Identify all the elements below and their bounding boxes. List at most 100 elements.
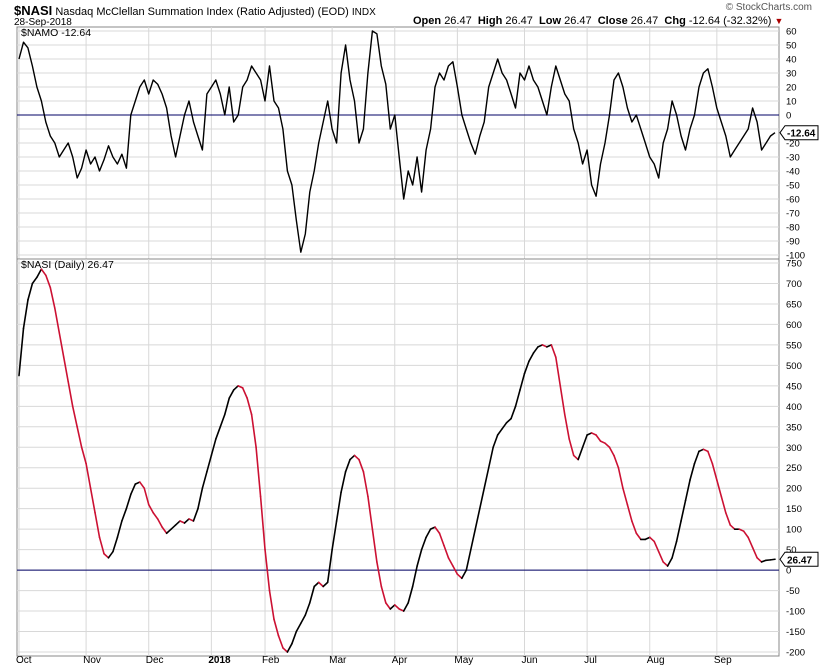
nasi-line-segment — [259, 495, 266, 551]
nasi-line-segment — [192, 507, 199, 522]
nasi-ytick-label: -50 — [786, 586, 800, 597]
nasi-line-segment — [385, 602, 392, 610]
nasi-line-segment — [219, 413, 226, 428]
chg-label: Chg — [664, 15, 686, 27]
nasi-line-segment — [510, 405, 517, 420]
nasi-line-segment — [702, 448, 709, 453]
nasi-last-value-label: 26.47 — [787, 555, 812, 566]
nasi-line-segment — [241, 387, 248, 399]
nasi-line-segment — [300, 614, 307, 625]
nasi-ytick-label: 250 — [786, 463, 802, 474]
nasi-line-segment — [465, 548, 472, 571]
close-value: 26.47 — [630, 15, 659, 27]
index-name: Nasdaq McClellan Summation Index (Ratio … — [55, 6, 349, 18]
nasi-line-segment — [273, 618, 280, 637]
nasi-line-segment — [707, 450, 714, 465]
nasi-line-segment — [250, 413, 257, 449]
nasi-line-segment — [631, 520, 638, 535]
high-label: High — [477, 15, 503, 27]
nasi-line-segment — [210, 438, 217, 457]
x-tick-label: Sep — [714, 655, 732, 666]
nasi-line-segment — [559, 385, 566, 416]
nasi-ytick-label: 550 — [786, 340, 802, 351]
nasi-line-segment — [27, 282, 34, 301]
nasi-line-segment — [344, 458, 351, 473]
nasi-ytick-label: -100 — [786, 607, 805, 618]
nasi-line-segment — [362, 471, 369, 498]
nasi-ytick-label: 700 — [786, 279, 802, 290]
x-tick-label: Nov — [83, 655, 101, 666]
nasi-line-segment — [671, 540, 678, 559]
nasi-line-segment — [608, 446, 615, 457]
namo-ytick-label: -50 — [786, 181, 800, 192]
nasi-line-segment — [456, 573, 463, 580]
nasi-line-segment — [188, 518, 195, 522]
namo-ytick-label: 0 — [786, 111, 791, 122]
nasi-line-segment — [206, 454, 213, 473]
nasi-line-segment — [295, 622, 302, 633]
nasi-line-segment — [134, 481, 141, 485]
nasi-line-segment — [635, 532, 642, 541]
nasi-line-segment — [666, 557, 673, 567]
x-tick-label: May — [454, 655, 473, 666]
nasi-line-segment — [550, 344, 557, 358]
x-tick-label: 2018 — [208, 655, 231, 666]
nasi-line-segment — [179, 520, 186, 524]
nasi-ytick-label: 50 — [786, 545, 797, 556]
high-value: 26.47 — [505, 15, 533, 27]
nasi-line-segment — [94, 511, 101, 539]
nasi-line-segment — [675, 520, 682, 543]
nasi-line-segment — [80, 446, 87, 465]
nasi-line-segment — [689, 462, 696, 481]
open-value: 26.47 — [444, 15, 472, 27]
namo-ytick-label: -40 — [786, 167, 800, 178]
nasi-line-segment — [443, 544, 450, 559]
symbol: $NASI — [14, 3, 53, 18]
nasi-line-segment — [398, 608, 405, 612]
nasi-line-segment — [711, 462, 718, 481]
nasi-line-segment — [268, 589, 275, 621]
nasi-line-segment — [487, 446, 494, 469]
low-label: Low — [539, 15, 562, 27]
x-tick-label: Apr — [392, 655, 408, 666]
namo-ytick-label: -30 — [786, 153, 800, 164]
nasi-line-segment — [36, 268, 43, 279]
nasi-line-segment — [353, 454, 360, 461]
nasi-line-segment — [103, 552, 110, 559]
nasi-line-segment — [662, 561, 669, 567]
nasi-line-segment — [461, 569, 468, 580]
nasi-line-segment — [264, 548, 271, 592]
nasi-ytick-label: 450 — [786, 381, 802, 392]
nasi-line-segment — [130, 483, 137, 496]
nasi-line-segment — [255, 446, 262, 498]
nasi-line-segment — [291, 630, 298, 645]
namo-ytick-label: -80 — [786, 223, 800, 234]
namo-ytick-label: 10 — [786, 97, 797, 108]
nasi-ytick-label: 750 — [786, 259, 802, 270]
namo-ytick-label: 50 — [786, 41, 797, 52]
nasi-line-segment — [358, 458, 365, 473]
nasi-line-segment — [505, 417, 512, 424]
nasi-line-segment — [308, 585, 316, 604]
x-tick-label: Jun — [521, 655, 537, 666]
nasi-line-segment — [232, 385, 239, 391]
nasi-last-value-badge — [779, 551, 819, 567]
exchange: INDX — [351, 7, 376, 18]
nasi-line-segment — [447, 557, 454, 567]
nasi-line-segment — [577, 446, 584, 461]
nasi-line-segment — [769, 558, 776, 561]
nasi-line-segment — [572, 454, 579, 461]
nasi-line-segment — [563, 413, 571, 440]
nasi-line-segment — [89, 487, 96, 514]
nasi-line-segment — [492, 434, 499, 449]
nasi-line-segment — [501, 421, 508, 430]
close-label: Close — [597, 15, 628, 27]
nasi-line-segment — [657, 550, 664, 563]
nasi-line-segment — [31, 276, 38, 285]
nasi-line-segment — [693, 450, 700, 465]
nasi-line-segment — [371, 528, 378, 563]
chart-date: 28-Sep-2018 — [14, 17, 72, 28]
nasi-line-segment — [698, 448, 705, 453]
